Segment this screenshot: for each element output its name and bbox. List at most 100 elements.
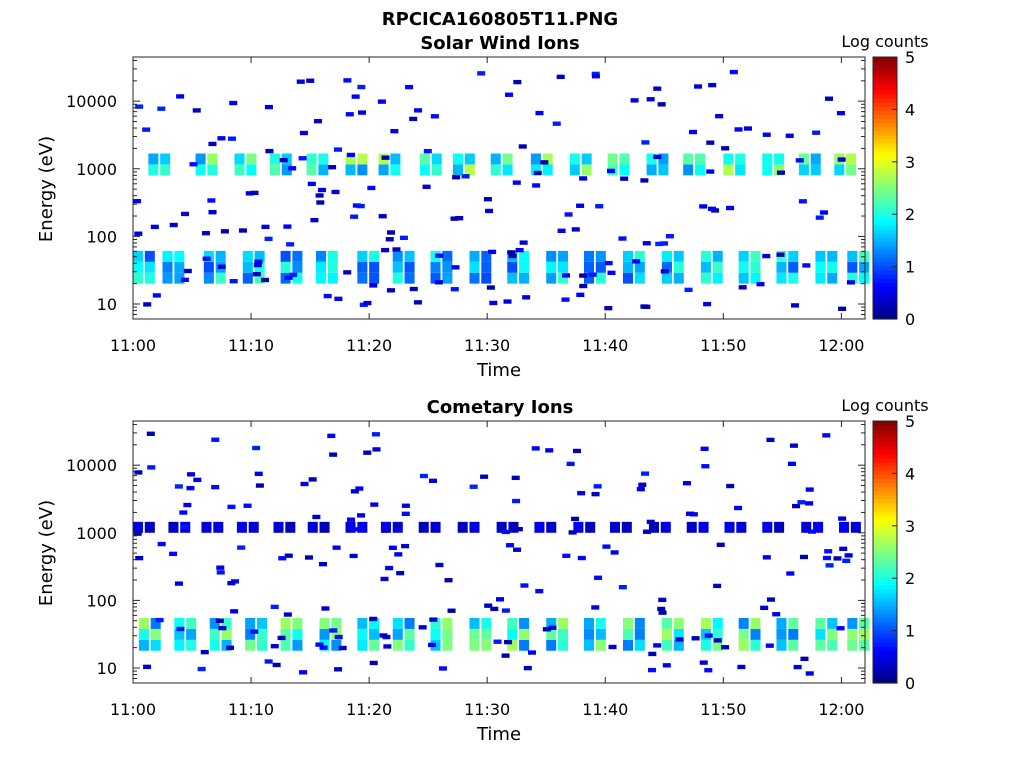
colorbar-swatch xyxy=(873,613,897,619)
colorbar-swatch xyxy=(873,245,897,251)
heatmap-cell xyxy=(760,605,769,611)
heatmap-cell xyxy=(238,228,247,233)
heatmap-cell xyxy=(394,552,403,557)
heatmap-cell xyxy=(343,270,352,275)
x-tick-label: 11:00 xyxy=(110,336,156,355)
heatmap-cell xyxy=(810,164,821,176)
colorbar-swatch xyxy=(873,531,897,537)
heatmap-cell xyxy=(256,617,268,629)
heatmap-cell xyxy=(186,617,197,629)
colorbar-swatch xyxy=(873,224,897,230)
heatmap-cell xyxy=(328,165,337,170)
heatmap-cell xyxy=(174,261,185,273)
heatmap-cell xyxy=(254,259,263,264)
heatmap-cell xyxy=(469,261,480,273)
heatmap-cell xyxy=(642,529,651,534)
colorbar-swatch xyxy=(873,605,897,610)
heatmap-cell xyxy=(519,617,530,629)
heatmap-cell xyxy=(285,521,296,533)
heatmap-cell xyxy=(189,162,198,167)
heatmap-cell xyxy=(265,148,274,154)
heatmap-cell xyxy=(202,256,211,261)
heatmap-cell xyxy=(399,235,408,241)
heatmap-cell xyxy=(579,176,588,181)
heatmap-cell xyxy=(236,521,247,533)
colorbar-tick-label: 2 xyxy=(905,569,915,588)
heatmap-cell xyxy=(684,287,693,293)
heatmap-cell xyxy=(636,487,645,492)
heatmap-cell xyxy=(369,616,378,622)
heatmap-cell xyxy=(827,272,838,284)
heatmap-cell xyxy=(799,554,808,560)
colorbar-swatch xyxy=(873,523,897,529)
colorbar-swatch xyxy=(873,253,897,259)
heatmap-cell xyxy=(146,431,155,436)
heatmap-cell xyxy=(595,628,606,640)
heatmap-cell xyxy=(253,262,262,268)
heatmap-cell xyxy=(683,164,694,176)
heatmap-cell xyxy=(661,250,672,262)
heatmap-cell xyxy=(292,639,303,651)
heatmap-cell xyxy=(699,660,708,665)
heatmap-cell xyxy=(207,198,216,203)
x-tick-label: 11:00 xyxy=(110,700,156,719)
heatmap-cell xyxy=(134,470,143,475)
heatmap-cell xyxy=(700,261,711,273)
heatmap-cell xyxy=(642,241,651,246)
colorbar-swatch xyxy=(873,282,897,287)
heatmap-cell xyxy=(847,272,858,284)
heatmap-cell xyxy=(409,116,418,122)
heatmap-cell xyxy=(798,153,809,165)
colorbar-swatch xyxy=(873,437,897,443)
heatmap-cell xyxy=(653,643,662,648)
heatmap-cell xyxy=(512,180,521,185)
heatmap-cell xyxy=(220,229,229,234)
heatmap-cell xyxy=(660,521,671,533)
heatmap-cell xyxy=(207,164,218,176)
heatmap-cell xyxy=(558,639,569,651)
heatmap-cell xyxy=(519,272,530,284)
colorbar-swatch xyxy=(873,670,897,676)
heatmap-cell xyxy=(501,653,510,658)
heatmap-cell xyxy=(595,261,606,273)
heatmap-cell xyxy=(661,272,672,284)
colorbar-swatch xyxy=(873,306,897,312)
colorbar-swatch xyxy=(873,449,897,455)
solar-wind-x-ticks: 11:00 11:10 11:20 11:30 11:40 11:50 12:00 xyxy=(110,57,864,355)
colorbar-swatch xyxy=(873,212,897,218)
solar-wind-title: Solar Wind Ions xyxy=(420,33,579,54)
colorbar-swatch xyxy=(873,237,897,242)
heatmap-cell xyxy=(419,164,430,176)
heatmap-cell xyxy=(513,79,522,85)
heatmap-cell xyxy=(217,264,226,269)
heatmap-cell xyxy=(648,521,659,533)
heatmap-cell xyxy=(162,261,173,273)
heatmap-cell xyxy=(307,181,316,187)
heatmap-cell xyxy=(369,261,380,273)
heatmap-cell xyxy=(577,555,586,561)
heatmap-cell xyxy=(726,483,735,489)
colorbar-swatch xyxy=(873,678,897,684)
heatmap-cell xyxy=(255,483,264,488)
heatmap-cell xyxy=(385,237,394,242)
heatmap-cell xyxy=(392,639,403,651)
heatmap-cell xyxy=(209,628,220,640)
colorbar-swatch xyxy=(873,527,897,533)
heatmap-cell xyxy=(788,250,799,262)
heatmap-cell xyxy=(762,132,771,137)
heatmap-cell xyxy=(706,169,715,174)
heatmap-cell xyxy=(230,609,239,614)
colorbar-swatch xyxy=(873,196,897,201)
colorbar-swatch xyxy=(873,580,897,586)
colorbar-swatch xyxy=(873,269,897,275)
heatmap-cell xyxy=(661,639,672,651)
heatmap-cell xyxy=(292,628,303,640)
heatmap-cell xyxy=(254,272,265,284)
heatmap-cell xyxy=(183,502,192,508)
heatmap-cell xyxy=(602,544,611,549)
heatmap-cell xyxy=(250,190,259,196)
heatmap-cell xyxy=(846,164,857,176)
colorbar-swatch xyxy=(873,506,897,512)
heatmap-cell xyxy=(469,521,480,533)
heatmap-cell xyxy=(401,503,410,508)
